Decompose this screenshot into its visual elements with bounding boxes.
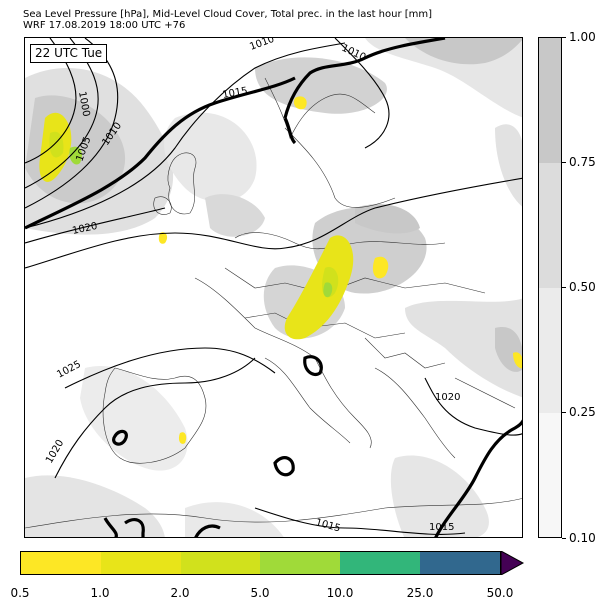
cloud-tick: 0.50 (562, 280, 596, 294)
precip-tick: 50.0 (486, 586, 514, 600)
weather-map: 1010 1010 1015 1000 1005 1010 1020 1025 … (24, 37, 523, 538)
precipitation-layer (39, 96, 522, 444)
isobar-lines (25, 38, 522, 535)
precip-colorbar-segment (21, 552, 101, 574)
precip-extend-arrow (501, 551, 525, 575)
cloud-cover-colorbar (538, 37, 562, 538)
isobar-label: 1000 (76, 91, 91, 118)
precip-tick: 1.0 (90, 586, 110, 600)
cloud-tick: 0.25 (562, 405, 596, 419)
precip-colorbar-segment (260, 552, 341, 574)
isobar-label: 1015 (222, 86, 249, 101)
precip-tick: 10.0 (326, 586, 354, 600)
cloud-tick: 1.00 (562, 30, 596, 44)
cloud-colorbar-segment (539, 288, 561, 413)
cloud-colorbar-segment (539, 38, 561, 163)
map-subtitle: WRF 17.08.2019 18:00 UTC +76 (23, 20, 186, 31)
isobar-label: 1015 (314, 517, 341, 534)
isobar-label: 1020 (44, 438, 66, 466)
cloud-colorbar-segment (539, 163, 561, 288)
isobar-label: 1010 (340, 43, 368, 64)
map-title: Sea Level Pressure [hPa], Mid-Level Clou… (23, 9, 433, 20)
isobar-label: 1020 (71, 221, 98, 237)
forecast-time-badge: 22 UTC Tue (30, 44, 108, 63)
precip-colorbar-segment (100, 552, 181, 574)
precip-tick: 0.5 (10, 586, 30, 600)
cloud-tick: 0.75 (562, 155, 596, 169)
map-canvas: 1010 1010 1015 1000 1005 1010 1020 1025 … (25, 38, 522, 537)
isobar-label: 1015 (429, 522, 454, 533)
isobar-label: 1010 (248, 38, 276, 53)
cloud-tick: 0.10 (562, 531, 596, 545)
precip-colorbar-segment (420, 552, 500, 574)
precip-tick: 5.0 (250, 586, 270, 600)
precip-tick: 2.0 (170, 586, 190, 600)
precip-colorbar-segment (340, 552, 421, 574)
isobar-label: 1020 (435, 392, 460, 403)
isobar-label: 1025 (55, 359, 83, 381)
precip-colorbar-segment (180, 552, 261, 574)
cloud-colorbar-segment (539, 413, 561, 537)
precipitation-colorbar (20, 551, 501, 575)
precip-tick: 25.0 (406, 586, 434, 600)
isobar-1015-thick (25, 38, 522, 537)
